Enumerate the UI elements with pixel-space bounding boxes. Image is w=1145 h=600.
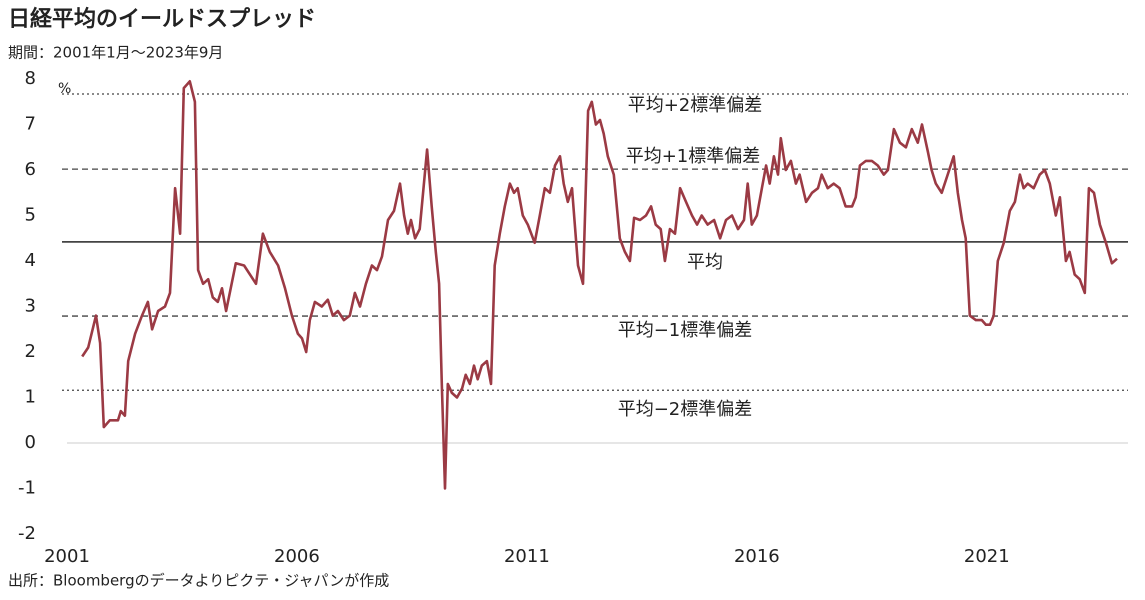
source-note: 出所：Bloombergのデータよりピクテ・ジャパンが作成 (8, 572, 389, 590)
x-tick-label: 2021 (964, 546, 1010, 567)
reference-label: 平均 (687, 252, 723, 273)
reference-label: 平均−1標準偏差 (618, 320, 753, 341)
y-tick-label: -1 (18, 478, 36, 499)
y-axis-label: % (58, 81, 71, 97)
chart-title: 日経平均のイールドスプレッド (8, 6, 316, 32)
y-tick-label: 2 (25, 341, 36, 362)
y-tick-label: 6 (25, 159, 36, 180)
x-tick-label: 2006 (274, 546, 320, 567)
y-tick-label: 0 (25, 432, 36, 453)
reference-label: 平均+1標準偏差 (626, 146, 761, 167)
y-tick-label: 7 (25, 114, 36, 135)
x-tick-label: 2011 (504, 546, 550, 567)
y-tick-label: 1 (25, 387, 36, 408)
data-line (81, 80, 1118, 490)
x-tick-label: 2001 (44, 546, 90, 567)
reference-label: 平均+2標準偏差 (628, 95, 763, 116)
y-tick-label: 8 (25, 68, 36, 89)
reference-label: 平均−2標準偏差 (618, 399, 753, 420)
x-tick-label: 2016 (734, 546, 780, 567)
y-tick-label: 4 (25, 250, 36, 271)
y-tick-label: 3 (25, 296, 36, 317)
chart-subtitle: 期間：2001年1月～2023年9月 (8, 44, 223, 62)
y-tick-label: 5 (25, 205, 36, 226)
y-tick-label: -2 (18, 523, 36, 544)
